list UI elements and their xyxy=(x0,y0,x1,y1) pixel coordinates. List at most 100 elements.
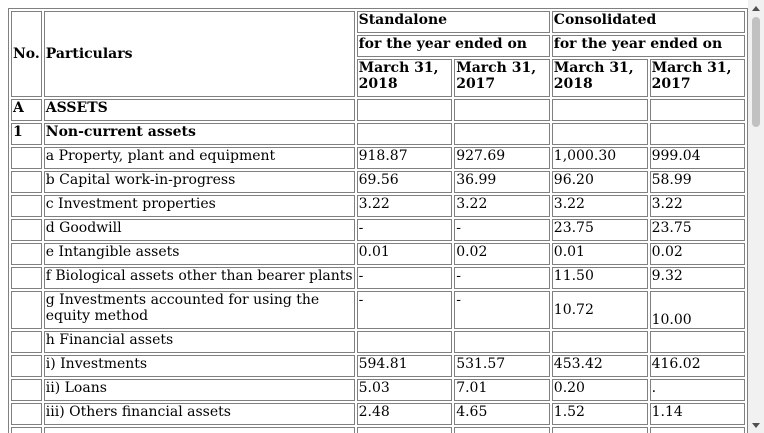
row-value: 10.00 xyxy=(649,291,745,329)
row-value: - xyxy=(356,267,453,289)
table-row: g Investments accounted for using the eq… xyxy=(11,291,745,329)
row-particulars: h Financial assets xyxy=(43,331,355,353)
scroll-up-arrow-icon[interactable] xyxy=(748,0,764,16)
row-value: 1.52 xyxy=(551,403,648,425)
row-value: 999.04 xyxy=(649,147,745,169)
row-number xyxy=(11,379,42,401)
row-value: 531.57 xyxy=(454,355,550,377)
row-value: 0.01 xyxy=(551,243,648,265)
row-number xyxy=(11,403,42,425)
row-value xyxy=(356,427,453,433)
row-value xyxy=(551,331,648,353)
row-number xyxy=(11,355,42,377)
row-value: 0.20 xyxy=(551,379,648,401)
row-particulars: b Capital work-in-progress xyxy=(43,171,355,193)
row-value xyxy=(454,427,550,433)
row-particulars: f Biological assets other than bearer pl… xyxy=(43,267,355,289)
row-value: - xyxy=(454,219,550,241)
row-number xyxy=(11,171,42,193)
header-period-standalone: for the year ended on xyxy=(356,35,550,57)
row-value xyxy=(454,331,550,353)
row-value: 96.20 xyxy=(551,171,648,193)
row-value: 5.03 xyxy=(356,379,453,401)
row-value: - xyxy=(356,291,453,329)
row-value: - xyxy=(356,219,453,241)
row-value xyxy=(454,123,550,145)
table-row: c Investment properties 3.22 3.22 3.22 3.22 xyxy=(11,195,745,217)
row-value: 11.50 xyxy=(551,267,648,289)
table-row: a Property, plant and equipment 918.87 927… xyxy=(11,147,745,169)
row-particulars: d Goodwill xyxy=(43,219,355,241)
row-particulars: ASSETS xyxy=(43,99,355,121)
row-number xyxy=(11,267,42,289)
row-value xyxy=(356,99,453,121)
row-value: 58.99 xyxy=(649,171,745,193)
row-value: 23.75 xyxy=(551,219,648,241)
row-value: 10.72 xyxy=(551,291,648,329)
header-row-3: March 31, 2018 March 31, 2017 March 31, … xyxy=(11,59,745,97)
row-value xyxy=(649,331,745,353)
row-value: 4.65 xyxy=(454,403,550,425)
row-value: 0.02 xyxy=(649,243,745,265)
row-number: 1 xyxy=(11,123,42,145)
row-value xyxy=(551,99,648,121)
scroll-down-arrow-icon[interactable] xyxy=(748,417,764,433)
document-viewport: No. Particulars Standalone Consolidated … xyxy=(8,8,748,433)
row-value: 918.87 xyxy=(356,147,453,169)
row-value: 36.99 xyxy=(454,171,550,193)
row-value xyxy=(649,99,745,121)
row-number xyxy=(11,331,42,353)
row-number xyxy=(11,147,42,169)
row-number xyxy=(11,195,42,217)
row-particulars: Non-current assets xyxy=(43,123,355,145)
row-value: - xyxy=(454,267,550,289)
row-value: 2.48 xyxy=(356,403,453,425)
scrollbar-thumb[interactable] xyxy=(752,17,760,127)
row-value: 594.81 xyxy=(356,355,453,377)
table-row: h Financial assets xyxy=(11,331,745,353)
row-particulars: g Investments accounted for using the eq… xyxy=(43,291,355,329)
row-value: 7.01 xyxy=(454,379,550,401)
table-row: d Goodwill - -23.75 23.75 xyxy=(11,219,745,241)
table-row: 1 Non-current assets xyxy=(11,123,745,145)
balance-sheet-table: No. Particulars Standalone Consolidated … xyxy=(8,8,748,433)
table-row: A ASSETS xyxy=(11,99,745,121)
table-row: e Intangible assets 0.01 0.02 0.01 0.02 xyxy=(11,243,745,265)
header-date-standalone-2017: March 31, 2017 xyxy=(454,59,550,97)
table-row: ii) Loans 5.03 7.01 0.20. xyxy=(11,379,745,401)
row-number xyxy=(11,427,42,433)
row-particulars: e Intangible assets xyxy=(43,243,355,265)
vertical-scrollbar[interactable] xyxy=(748,0,764,433)
table-row: i) Investments 594.81 531.57 453.42 416.02 xyxy=(11,355,745,377)
row-number xyxy=(11,219,42,241)
row-particulars: a Property, plant and equipment xyxy=(43,147,355,169)
row-value: 3.22 xyxy=(454,195,550,217)
row-number: A xyxy=(11,99,42,121)
row-value: . xyxy=(649,379,745,401)
row-particulars: i) Investments xyxy=(43,355,355,377)
header-date-standalone-2018: March 31, 2018 xyxy=(356,59,453,97)
table-row: iii) Others financial assets 2.48 4.65 1.52… xyxy=(11,403,745,425)
header-consolidated: Consolidated xyxy=(551,11,745,33)
row-number xyxy=(11,243,42,265)
row-value: 0.02 xyxy=(454,243,550,265)
row-value xyxy=(649,123,745,145)
row-value: 1.14 xyxy=(649,403,745,425)
header-row-1: No. Particulars Standalone Consolidated xyxy=(11,11,745,97)
row-value xyxy=(649,427,745,433)
table-row: b Capital work-in-progress 69.56 36.99 96.2… xyxy=(11,171,745,193)
row-particulars: iii) Others financial assets xyxy=(43,403,355,425)
row-value: 3.22 xyxy=(356,195,453,217)
header-date-consolidated-2018: March 31, 2018 xyxy=(551,59,648,97)
header-particulars: Particulars xyxy=(43,11,355,97)
row-value: 453.42 xyxy=(551,355,648,377)
row-particulars xyxy=(43,427,355,433)
row-value: 0.01 xyxy=(356,243,453,265)
header-no: No. xyxy=(11,11,42,97)
row-particulars: c Investment properties xyxy=(43,195,355,217)
row-particulars: ii) Loans xyxy=(43,379,355,401)
row-value xyxy=(356,123,453,145)
row-value xyxy=(356,331,453,353)
row-value: 3.22 xyxy=(649,195,745,217)
row-value: 416.02 xyxy=(649,355,745,377)
